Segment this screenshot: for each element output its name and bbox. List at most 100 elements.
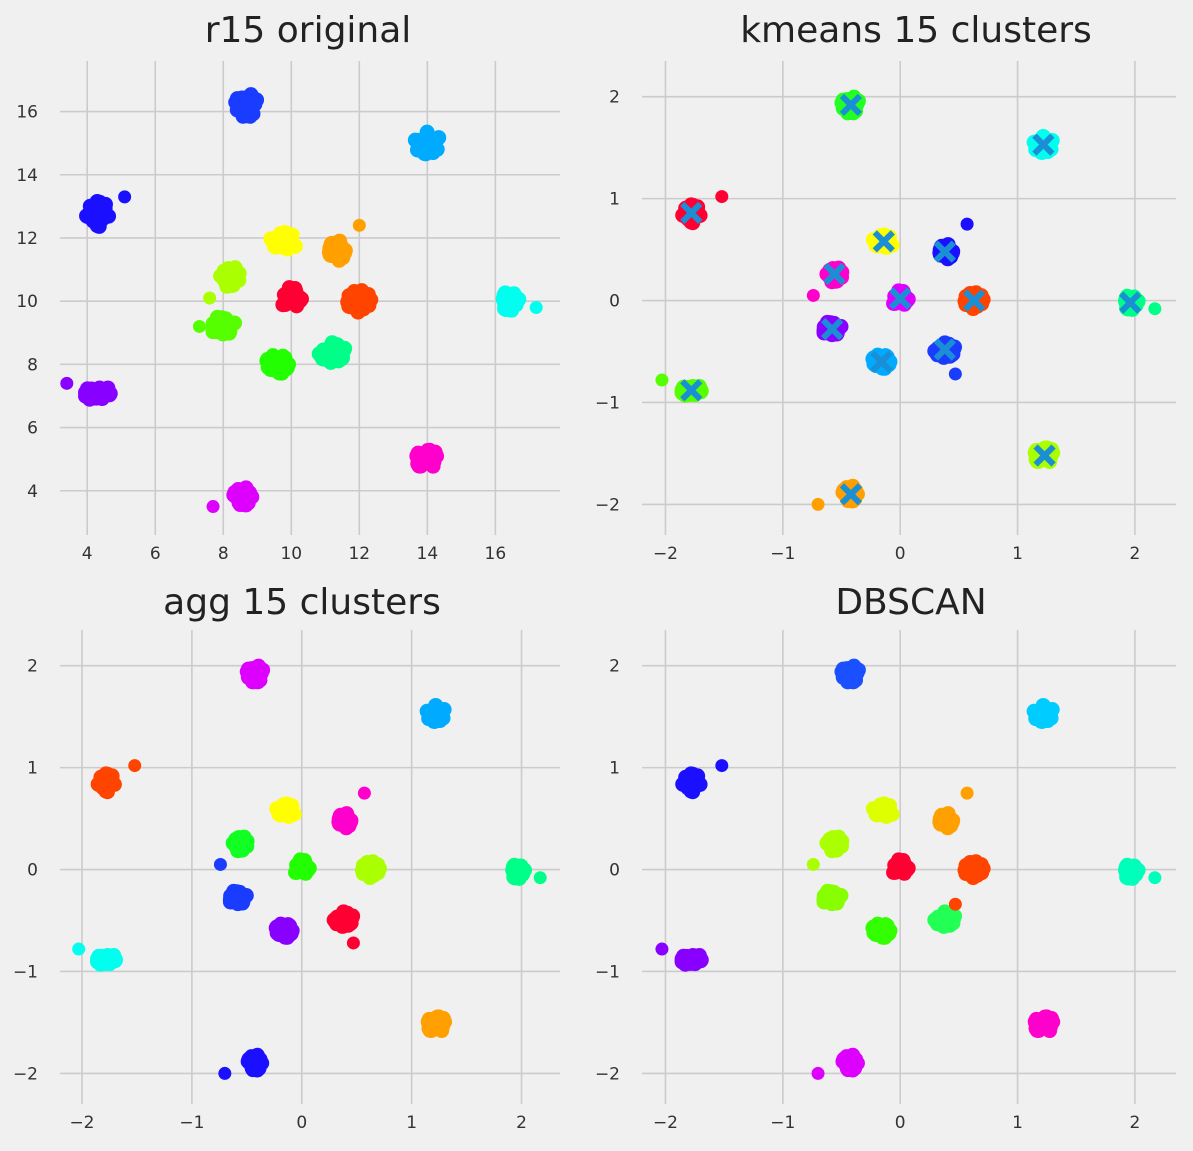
y-tick-label: 8 xyxy=(27,355,38,375)
scatter-point xyxy=(287,281,303,297)
x-tick-label: 16 xyxy=(485,544,507,564)
scatter-point xyxy=(811,1066,825,1080)
centroid-x-marker xyxy=(821,317,844,341)
scatter-point xyxy=(223,888,239,904)
scatter-point xyxy=(1035,697,1051,713)
scatter-point xyxy=(431,711,447,727)
scatter-point xyxy=(948,897,962,911)
centroid-x-marker xyxy=(870,350,893,373)
scatter-points xyxy=(655,658,1162,1080)
grid xyxy=(642,630,1176,1104)
scatter-point xyxy=(870,916,886,932)
scatter-point xyxy=(419,124,435,140)
x-tick-label: 12 xyxy=(348,544,370,564)
centroid-x-marker xyxy=(1032,133,1055,156)
x-tick-label: 1 xyxy=(406,1113,417,1133)
y-tick-label: 2 xyxy=(609,657,620,677)
y-tick-label: −2 xyxy=(595,495,620,515)
scatter-point xyxy=(529,300,543,314)
scatter-point xyxy=(346,936,360,950)
scatter-point xyxy=(849,1055,865,1071)
x-tick-label: −2 xyxy=(653,544,678,564)
scatter-point xyxy=(352,218,366,232)
scatter-point xyxy=(323,248,339,264)
scatter-point xyxy=(878,808,894,824)
scatter-point xyxy=(877,796,893,812)
scatter-point xyxy=(806,857,820,871)
y-tick-label: −2 xyxy=(13,1064,38,1084)
scatter-point xyxy=(691,948,707,964)
scatter-point xyxy=(273,916,289,932)
scatter-point xyxy=(1039,711,1055,727)
scatter-point xyxy=(497,299,513,315)
scatter-point xyxy=(1126,858,1142,874)
scatter-point xyxy=(429,1015,445,1031)
centroid-x-marker xyxy=(680,379,703,402)
y-tick-label: 1 xyxy=(609,190,620,210)
scatter-point xyxy=(340,917,356,933)
scatter-point xyxy=(877,929,893,945)
y-tick-label: 1 xyxy=(609,759,620,779)
scatter-point xyxy=(60,376,74,390)
scatter-point xyxy=(203,291,217,305)
x-tick-label: 6 xyxy=(150,544,161,564)
centroid-markers xyxy=(680,93,1142,506)
scatter-point xyxy=(206,500,220,514)
x-tick-label: 0 xyxy=(895,1113,906,1133)
scatter-point xyxy=(244,489,260,505)
scatter-point xyxy=(91,218,107,234)
scatter-point xyxy=(205,315,221,331)
x-tick-label: 0 xyxy=(895,544,906,564)
x-tick-label: 4 xyxy=(82,544,93,564)
x-tick-label: −1 xyxy=(179,1113,204,1133)
panel-title: agg 15 clusters xyxy=(163,582,441,623)
scatter-point xyxy=(254,663,270,679)
scatter-point xyxy=(1148,871,1162,885)
y-tick-label: 0 xyxy=(27,861,38,881)
scatter-point xyxy=(254,1055,270,1071)
scatter-point xyxy=(506,286,522,302)
centroid-x-marker xyxy=(889,287,912,310)
scatter-point xyxy=(357,786,371,800)
scatter-point xyxy=(279,929,295,945)
centroid-x-marker xyxy=(933,338,956,361)
scatter-point xyxy=(247,94,263,110)
y-tick-label: 12 xyxy=(16,229,38,249)
scatter-point xyxy=(274,365,290,381)
scatter-point xyxy=(332,816,348,832)
x-tick-label: 1 xyxy=(1012,1113,1023,1133)
scatter-point xyxy=(895,853,911,869)
scatter-point xyxy=(655,942,669,956)
scatter-point xyxy=(513,858,529,874)
scatter-point xyxy=(715,759,729,773)
x-tick-label: 8 xyxy=(218,544,229,564)
scatter-point xyxy=(424,143,440,159)
x-tick-label: −2 xyxy=(69,1113,94,1133)
scatter-point xyxy=(959,866,975,882)
scatter-point xyxy=(236,833,252,849)
scatter-point xyxy=(420,449,436,465)
scatter-point xyxy=(72,942,86,956)
scatter-point xyxy=(361,297,377,313)
centroid-x-marker xyxy=(872,230,895,253)
scatter-point xyxy=(100,380,116,396)
x-tick-label: 14 xyxy=(417,544,439,564)
scatter-point xyxy=(82,198,98,214)
scatter-point xyxy=(213,857,227,871)
panel-kmeans: kmeans 15 clusters −2 −1 0 1 2 −2 −1 0 1 2 xyxy=(595,10,1176,564)
scatter-point xyxy=(1148,302,1162,316)
panel-agg: agg 15 clusters −2 −1 0 1 2 −2 −1 0 1 2 xyxy=(13,582,560,1133)
scatter-point xyxy=(93,769,109,785)
scatter-point xyxy=(192,319,206,333)
x-tick-label: 10 xyxy=(280,544,302,564)
x-tick-label: −1 xyxy=(770,1113,795,1133)
scatter-point xyxy=(410,142,426,158)
scatter-point xyxy=(280,241,296,257)
scatter-point xyxy=(1037,1015,1053,1031)
scatter-point xyxy=(428,697,444,713)
panel-title: DBSCAN xyxy=(835,582,986,623)
centroid-x-marker xyxy=(1033,444,1056,467)
x-tick-label: −1 xyxy=(770,544,795,564)
